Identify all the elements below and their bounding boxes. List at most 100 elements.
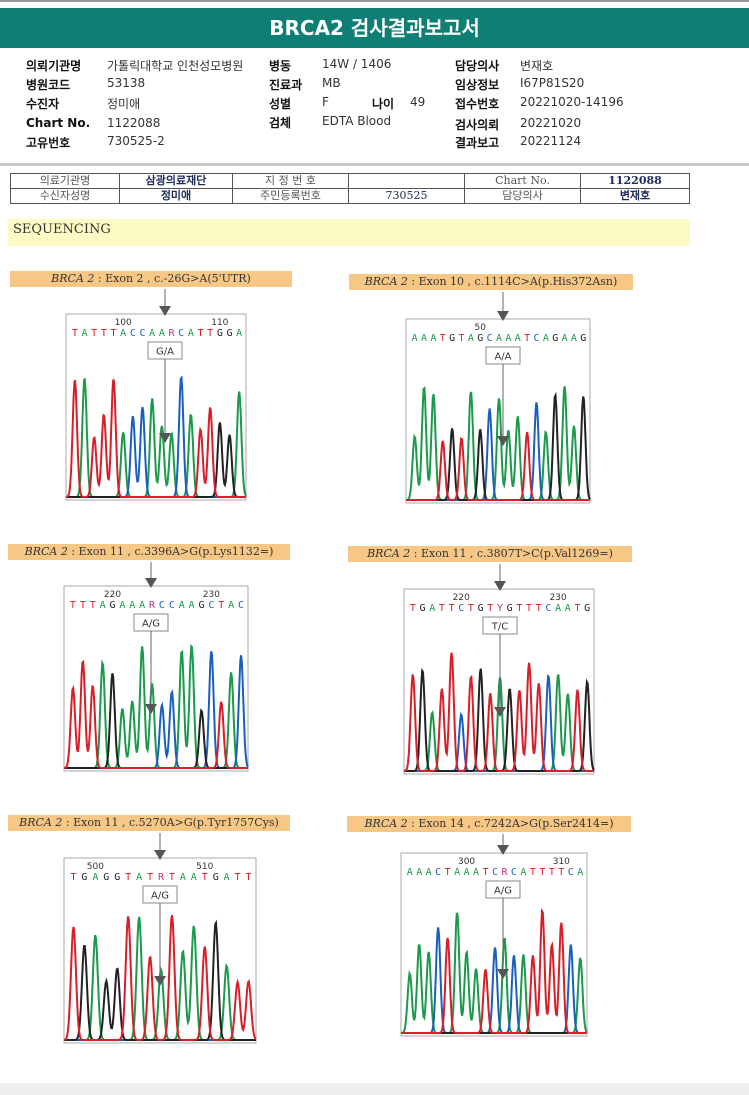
gene-name: BRCA 2 (51, 272, 95, 285)
base-call: G (552, 333, 558, 344)
base-call: T (70, 600, 76, 611)
base-call: A (129, 600, 135, 611)
arrow-down-icon (494, 581, 506, 591)
base-call: T (207, 328, 213, 339)
base-call: R (149, 600, 156, 611)
trace-T (401, 907, 587, 1034)
base-call: T (459, 333, 465, 344)
base-call: C (487, 333, 493, 344)
base-call: T (516, 603, 522, 614)
base-call: A (100, 600, 106, 611)
value-receipt-no: 20221020-14196 (520, 95, 624, 109)
base-call: T (147, 872, 153, 883)
gene-name: BRCA 2 (364, 817, 408, 830)
base-call: A (571, 333, 577, 344)
base-call: T (440, 333, 446, 344)
arrow-down-icon (497, 436, 509, 446)
base-call: C (511, 867, 517, 878)
base-call: T (101, 328, 107, 339)
base-call: T (91, 328, 97, 339)
base-call: T (524, 333, 530, 344)
value-hospital-code: 53138 (107, 76, 146, 90)
base-call: T (169, 872, 175, 883)
variant-label: BRCA 2 : Exon 11 , c.3396A>G(p.Lys1132=) (8, 544, 290, 560)
table-cell: 담당의사 (464, 188, 581, 204)
genotype-label: A/A (494, 352, 511, 363)
table-row: 수신자성명 정미애 주민등록번호 730525 담당의사 변재호 (10, 188, 690, 204)
variant-label: BRCA 2 : Exon 10 , c.1114C>A(p.His372Asn… (349, 274, 633, 290)
base-call: A (496, 333, 502, 344)
sequencing-section-title: SEQUENCING (8, 219, 690, 246)
base-call: R (168, 328, 175, 339)
label-report-date: 결과보고 (455, 136, 500, 150)
base-call: T (125, 872, 131, 883)
value-specimen: EDTA Blood (322, 114, 392, 128)
variant-label: BRCA 2 : Exon 11 , c.5270A>G(p.Tyr1757Cy… (8, 815, 290, 831)
arrow-down-icon (145, 704, 157, 714)
value-unique-no: 730525-2 (107, 134, 165, 148)
base-call: G (213, 872, 219, 883)
base-call: A (543, 333, 549, 344)
label-institution: 의뢰기관명 (26, 59, 82, 73)
base-call: T (439, 603, 445, 614)
base-call: A (416, 867, 422, 878)
base-call: G (478, 603, 484, 614)
patient-info: 의뢰기관명 가톨릭대학교 인천성모병원 병원코드 53138 수진자 정미애 C… (0, 0, 749, 160)
base-call: A (180, 872, 186, 883)
trace-T (65, 379, 246, 498)
base-call: A (189, 600, 195, 611)
label-patient: 수진자 (26, 97, 60, 111)
value-clinical-info: I67P81S20 (520, 76, 585, 90)
label-clinical-info: 임상정보 (455, 78, 500, 92)
position-tick-label: 500 (87, 862, 104, 872)
base-call: T (218, 600, 224, 611)
base-call: T (410, 603, 416, 614)
base-call: G (81, 872, 87, 883)
table-cell: 1122088 (580, 173, 690, 189)
base-call: T (90, 600, 96, 611)
bottom-bar (0, 1083, 749, 1095)
base-call: G (114, 872, 120, 883)
label-department: 진료과 (269, 78, 303, 92)
position-tick-label: 220 (104, 590, 121, 600)
value-sex: F (322, 95, 329, 109)
arrow-down-icon (497, 311, 509, 321)
base-call: A (429, 603, 435, 614)
table-cell: 주민등록번호 (232, 188, 349, 204)
position-tick-label: 230 (550, 593, 567, 603)
value-chart-no: 1122088 (107, 116, 161, 130)
base-call: G (477, 333, 483, 344)
table-cell: 지 정 번 호 (232, 173, 349, 189)
base-call: T (235, 872, 241, 883)
base-call: T (80, 600, 86, 611)
base-call: A (120, 328, 126, 339)
table-cell: 의료기관명 (10, 173, 120, 189)
base-call: T (110, 328, 116, 339)
position-tick-label: 510 (196, 862, 213, 872)
base-call: C (435, 867, 441, 878)
label-receipt-no: 접수번호 (455, 97, 500, 111)
base-call: A (119, 600, 125, 611)
arrow-down-icon (497, 845, 509, 855)
base-call: G (198, 600, 204, 611)
variant-description: : Exon 10 , c.1114C>A(p.His372Asn) (407, 275, 618, 288)
label-sex: 성별 (269, 97, 292, 111)
base-call: G (109, 600, 115, 611)
value-institution: 가톨릭대학교 인천성모병원 (107, 59, 244, 73)
value-age: 49 (410, 95, 426, 109)
trace-A (404, 674, 594, 772)
base-call: R (501, 867, 508, 878)
arrow-down-icon (497, 969, 509, 979)
base-call: A (136, 872, 142, 883)
trace-T (403, 652, 594, 772)
base-call: T (530, 867, 536, 878)
base-call: A (159, 328, 165, 339)
base-call: A (407, 867, 413, 878)
variant-description: : Exon 2 , c.-26G>A(5'UTR) (94, 272, 251, 285)
value-department: MB (322, 76, 341, 90)
arrow-down-icon (154, 850, 166, 860)
base-call: C (492, 867, 498, 878)
variant-description: : Exon 11 , c.5270A>G(p.Tyr1757Cys) (62, 816, 279, 829)
